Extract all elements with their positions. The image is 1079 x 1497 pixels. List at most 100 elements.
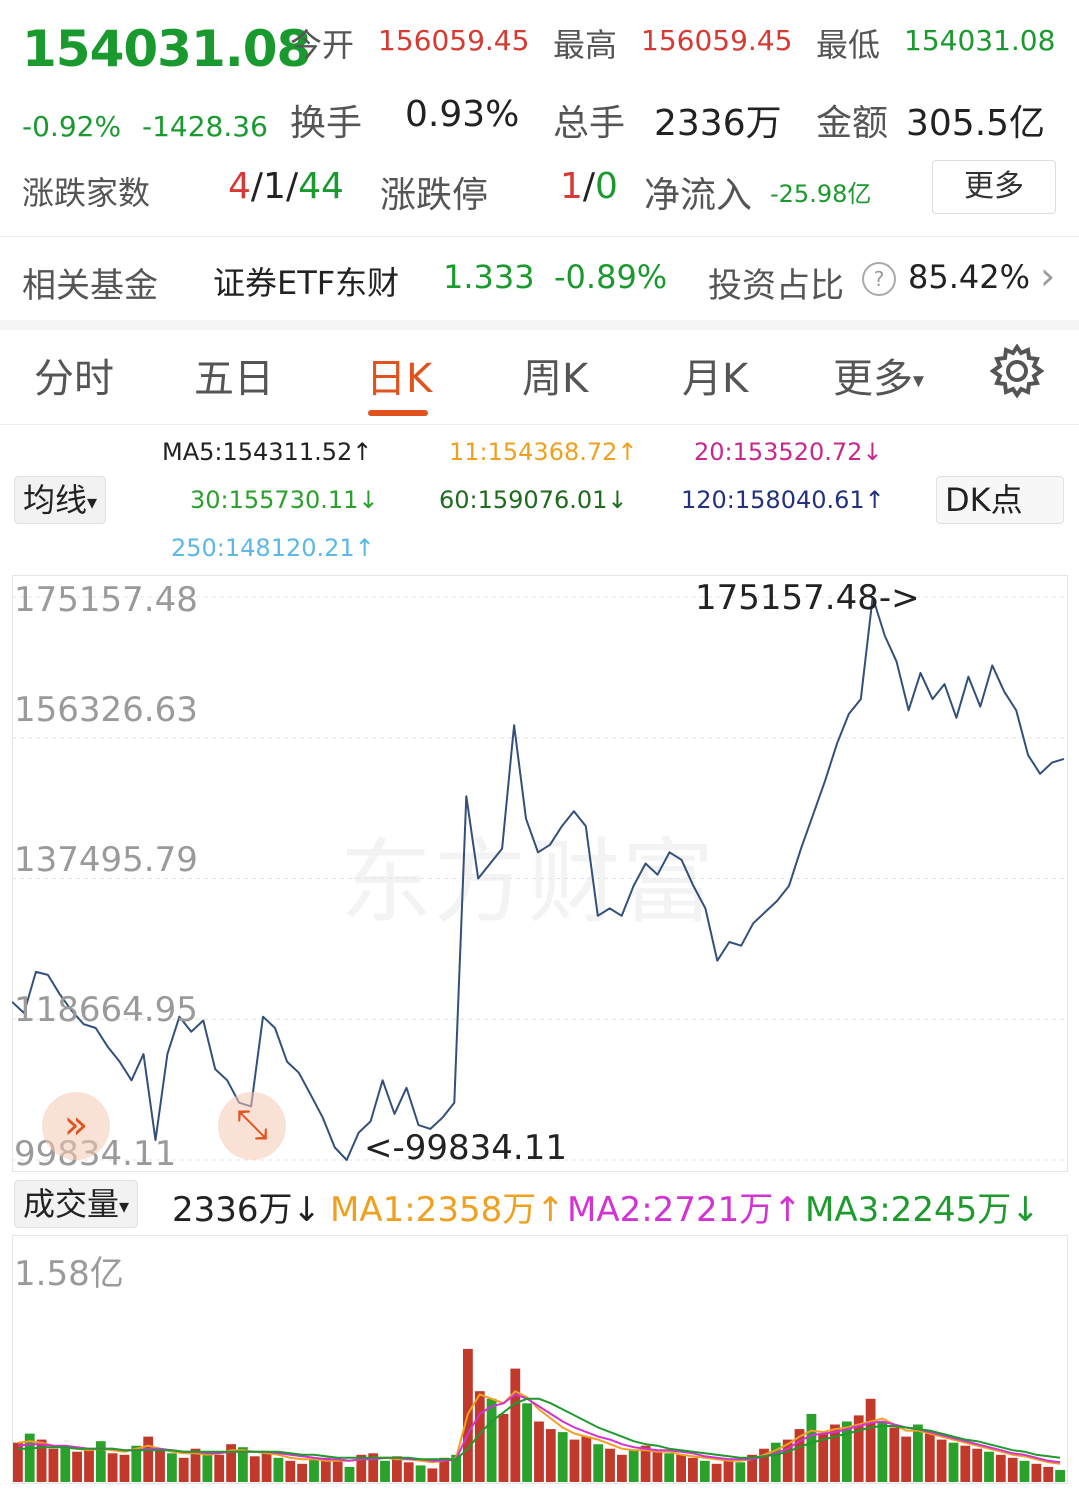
caret-down-icon: ▾: [913, 368, 925, 394]
fullscreen-icon[interactable]: ⤡: [218, 1092, 286, 1160]
ma30-value: 30:155730.11↓: [190, 486, 379, 514]
tab-more[interactable]: 更多▾: [833, 346, 924, 404]
limit-up: 1: [560, 166, 583, 207]
current-volume: 2336万↓: [172, 1190, 322, 1230]
volume-bar: [403, 1462, 414, 1482]
volume-bar: [297, 1463, 307, 1482]
breadth-value: 4/1/44: [228, 166, 344, 207]
tab-weekly-k[interactable]: 周K: [522, 356, 589, 402]
volume-chart-frame: [12, 1235, 1068, 1484]
volume-bar: [901, 1436, 911, 1482]
ma5-value: MA5:154311.52↑: [162, 438, 373, 466]
tab-daily-k[interactable]: 日K: [366, 356, 433, 402]
volume-bar: [664, 1453, 675, 1482]
volume-value: 2336万: [654, 103, 782, 144]
help-icon[interactable]: ?: [862, 262, 896, 296]
volume-bar: [782, 1439, 793, 1482]
tab-intraday[interactable]: 分时: [34, 356, 114, 402]
fund-pct: -0.89%: [554, 258, 668, 296]
volume-bar: [498, 1413, 509, 1482]
volume-bar: [747, 1454, 757, 1482]
active-tab-indicator: [368, 410, 428, 416]
volume-bar: [368, 1453, 379, 1482]
volume-bar: [178, 1457, 189, 1482]
ma60-value: 60:159076.01↓: [439, 486, 628, 514]
ma-selector[interactable]: 均线▾: [14, 476, 107, 524]
tab-five-day[interactable]: 五日: [194, 356, 274, 402]
price-change-value: -1428.36: [142, 110, 268, 143]
amount-value: 305.5亿: [906, 103, 1046, 144]
volume-bar: [214, 1454, 225, 1482]
tab-monthly-k[interactable]: 月K: [682, 356, 749, 402]
volume-label: 总手: [553, 103, 626, 144]
volume-bar: [865, 1398, 876, 1482]
volume-ma1-line: [17, 1389, 1061, 1465]
volume-bar: [830, 1424, 840, 1482]
open-value: 156059.45: [378, 24, 530, 57]
volume-bar: [640, 1445, 651, 1482]
breadth-flat: 1: [263, 166, 286, 207]
volume-bar: [226, 1444, 236, 1482]
volume-bar: [617, 1454, 627, 1482]
volume-bar: [261, 1451, 272, 1482]
volume-bar: [984, 1451, 994, 1482]
volume-bar-chart[interactable]: [12, 1235, 1066, 1482]
volume-bar: [1019, 1460, 1030, 1482]
volume-bar: [273, 1457, 284, 1482]
netflow-value: -25.98亿: [770, 180, 872, 208]
volume-bar: [711, 1463, 722, 1482]
ma120-value: 120:158040.61↑: [681, 486, 885, 514]
breadth-sep-1: /: [250, 166, 264, 207]
volume-ma2: MA2:2721万↑: [567, 1190, 802, 1230]
volume-bar: [652, 1451, 663, 1482]
volume-bar: [1007, 1457, 1018, 1482]
volume-bar: [119, 1454, 130, 1482]
limit-down: 0: [595, 166, 618, 207]
volume-bar: [1043, 1466, 1054, 1482]
gear-icon[interactable]: [990, 344, 1044, 398]
volume-bar: [427, 1468, 438, 1482]
expand-icon[interactable]: »: [42, 1092, 110, 1160]
max-price-annotation: 175157.48->: [695, 578, 920, 618]
price-line-chart[interactable]: [12, 575, 1066, 1170]
volume-bar: [309, 1459, 319, 1482]
chevron-right-icon[interactable]: ›: [1040, 254, 1056, 298]
volume-bar: [794, 1429, 805, 1482]
volume-selector[interactable]: 成交量▾: [14, 1180, 139, 1228]
volume-bar: [249, 1456, 260, 1482]
volume-bar: [995, 1454, 1006, 1482]
volume-bar: [735, 1462, 746, 1482]
fund-name[interactable]: 证券ETF东财: [213, 264, 400, 302]
netflow-label: 净流入: [644, 175, 753, 216]
volume-bar: [24, 1433, 35, 1482]
volume-bar: [13, 1442, 23, 1482]
volume-bar: [380, 1460, 390, 1482]
volume-bar: [676, 1454, 686, 1482]
volume-bar: [972, 1448, 983, 1482]
volume-bar: [143, 1436, 154, 1482]
dk-button[interactable]: DK点: [936, 476, 1064, 524]
volume-bar: [545, 1429, 556, 1482]
limit-value: 1/0: [560, 166, 618, 207]
breadth-sep-2: /: [285, 166, 299, 207]
volume-bar: [72, 1451, 82, 1482]
caret-down-icon: ▾: [87, 490, 98, 514]
volume-selector-label: 成交量: [23, 1185, 120, 1223]
caret-down-icon: ▾: [119, 1194, 130, 1218]
volume-bar: [628, 1450, 639, 1482]
volume-bar: [60, 1445, 71, 1482]
limit-sep: /: [582, 166, 596, 207]
volume-bar: [415, 1465, 426, 1482]
volume-bar: [344, 1466, 355, 1482]
volume-ma3-line: [17, 1397, 1061, 1461]
breadth-label: 涨跌家数: [22, 174, 151, 212]
volume-bar: [759, 1448, 769, 1482]
volume-bar: [486, 1398, 497, 1482]
investment-ratio-value: 85.42%: [908, 258, 1031, 296]
tab-more-label: 更多: [833, 356, 913, 402]
volume-bar: [167, 1453, 177, 1482]
volume-bar: [1031, 1463, 1042, 1482]
more-button[interactable]: 更多: [932, 160, 1056, 214]
price-change-pct: -0.92%: [22, 110, 122, 143]
volume-bar: [474, 1391, 485, 1482]
